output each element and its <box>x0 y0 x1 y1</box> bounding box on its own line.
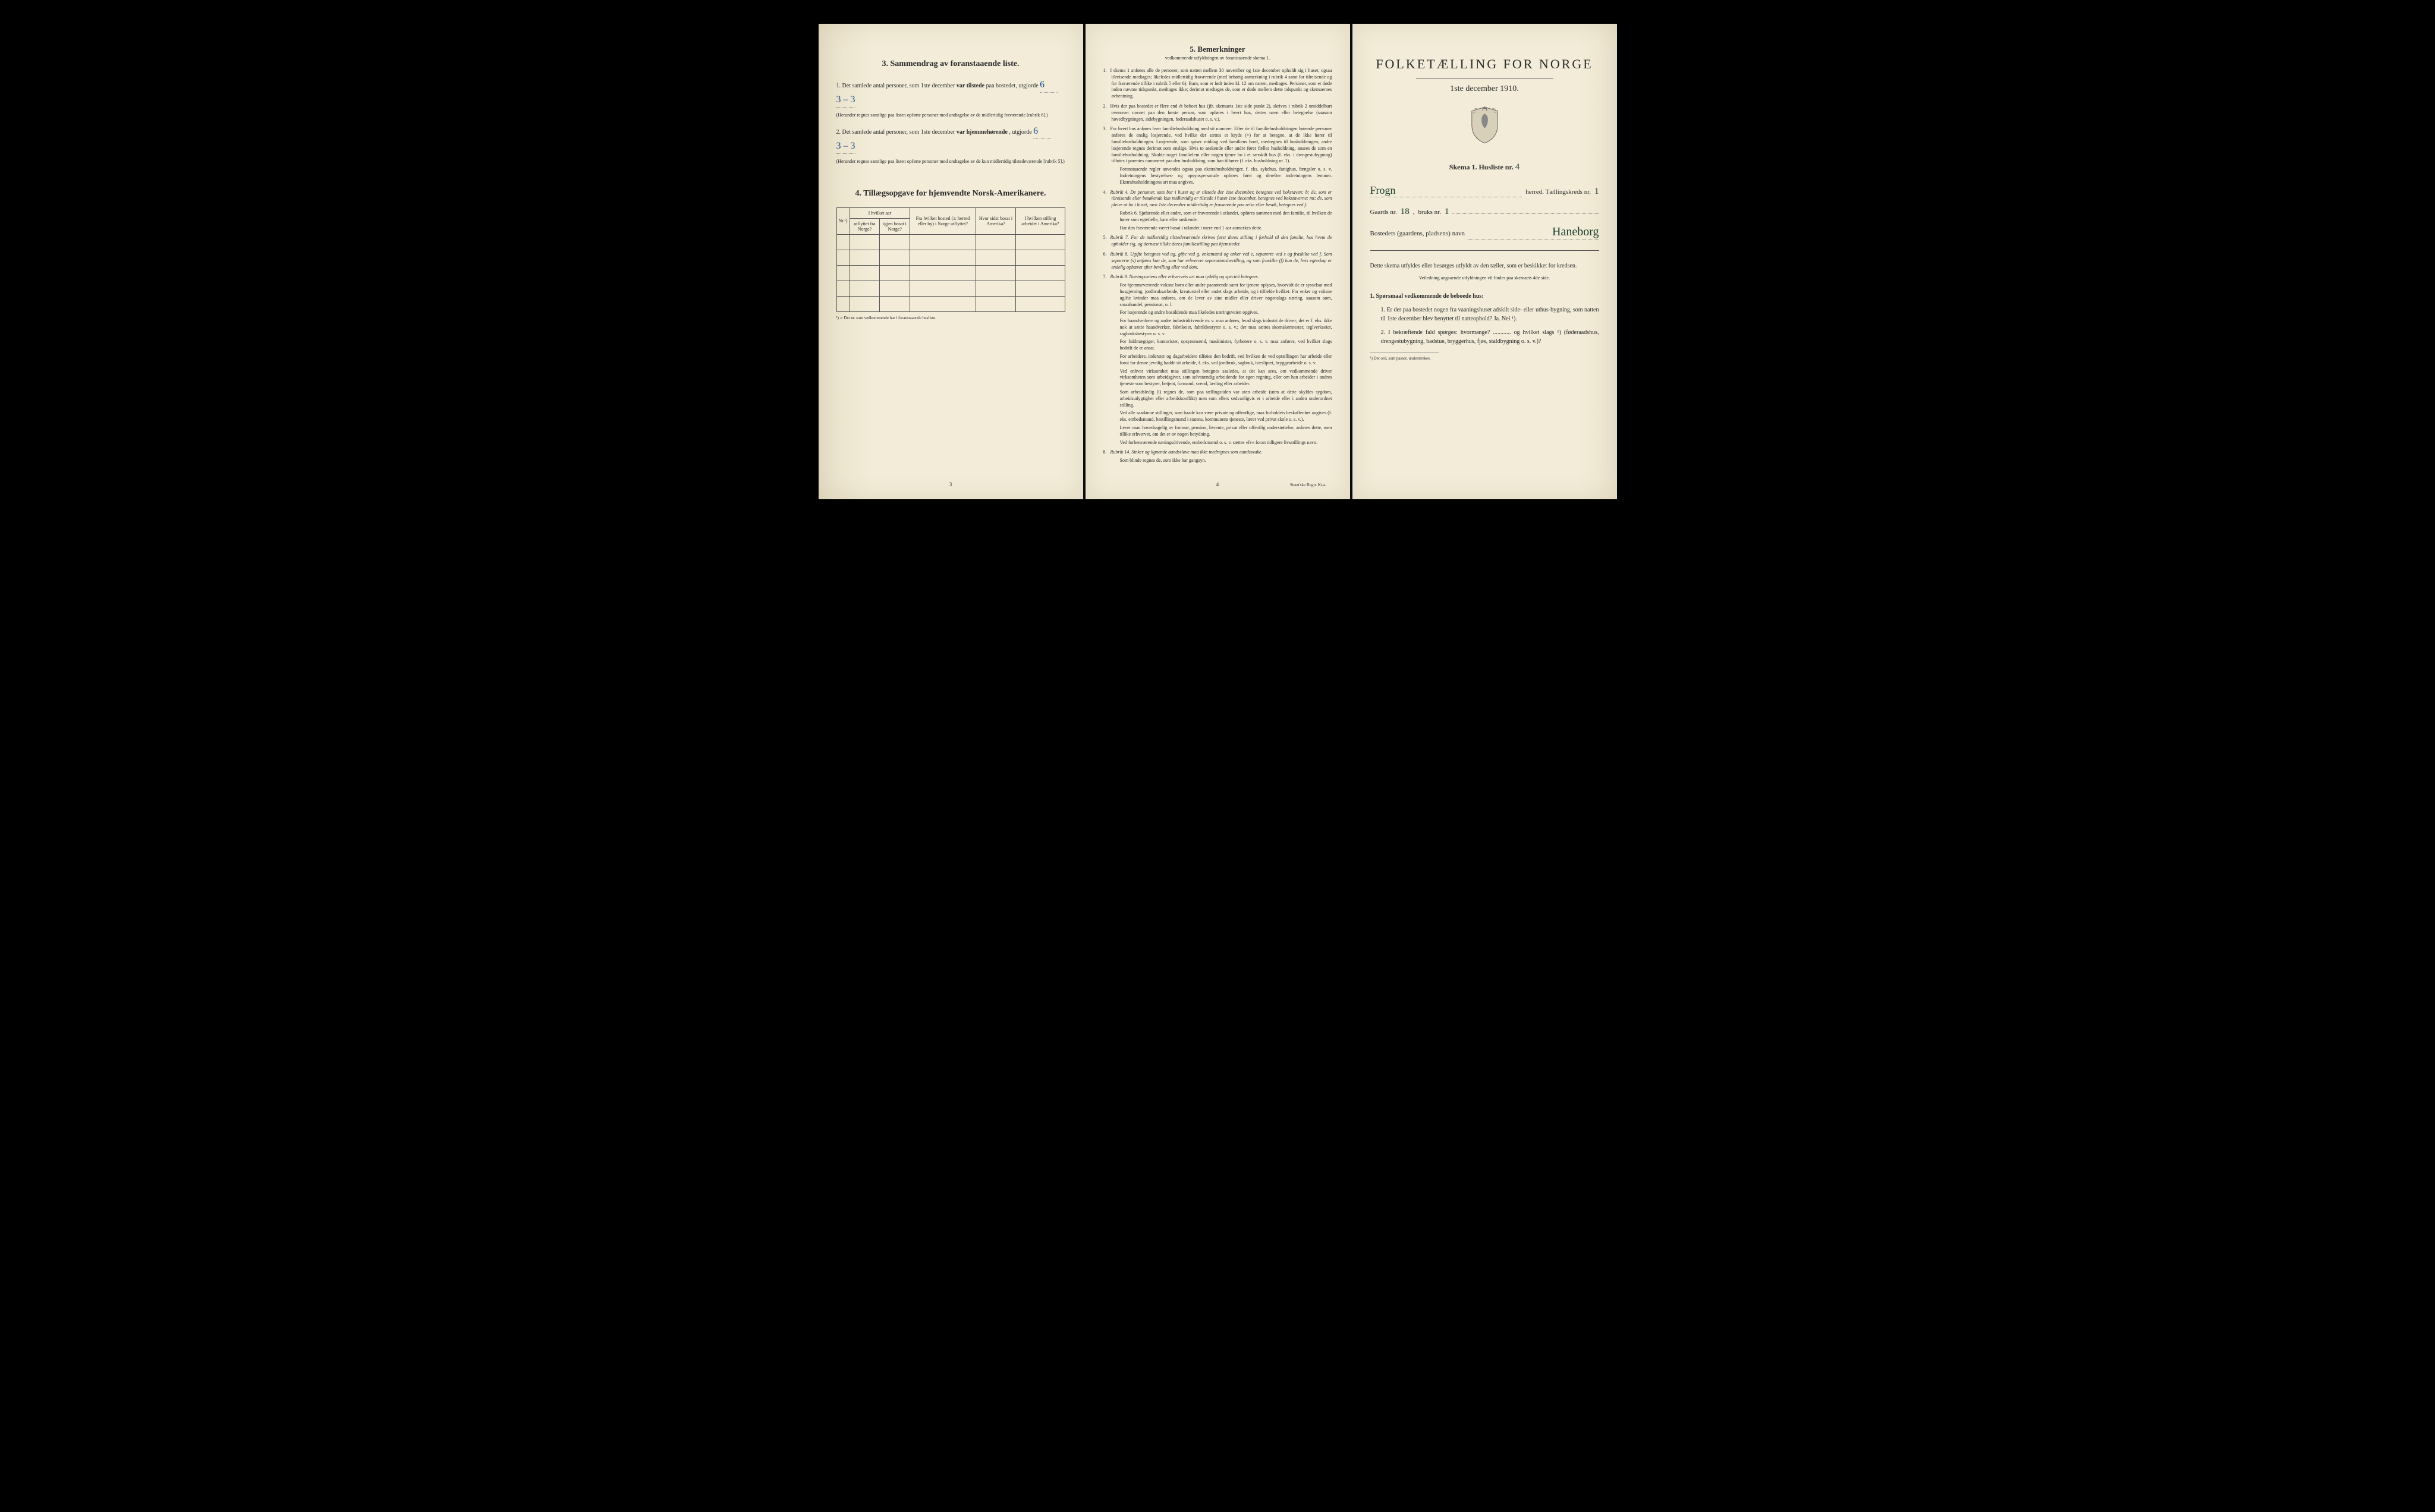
gaards-row: Gaards nr. 18, bruks nr. 1 <box>1370 206 1599 217</box>
tilstede-breakdown: 3 – 3 <box>836 93 855 108</box>
gaards-nr: 18 <box>1401 207 1410 217</box>
remark-8: 8.Rubrik 14. Sinker og lignende aandsslø… <box>1103 449 1332 464</box>
instructions-sub: Veiledning angaaende utfyldningen vil fi… <box>1370 275 1599 281</box>
table-row <box>836 250 1065 265</box>
remark-1: 1.I skema 1 anføres alle de personer, so… <box>1103 68 1332 100</box>
remark-6: 6.Rubrik 8. Ugifte betegnes ved ug, gift… <box>1103 251 1332 270</box>
th-nr: Nr.¹) <box>836 207 850 234</box>
th-aar: I hvilket aar <box>850 207 910 218</box>
footnote: ¹) Det ord, som passer, understrekes. <box>1370 356 1599 361</box>
remarks-subtitle: vedkommende utfyldningen av foranstaaend… <box>1103 55 1332 61</box>
page-number: 3 <box>949 481 952 487</box>
summary-line-2: 2. Det samlede antal personer, som 1ste … <box>836 124 1065 154</box>
remarks-title: 5. Bemerkninger <box>1103 45 1332 54</box>
remarks-list: 1.I skema 1 anføres alle de personer, so… <box>1103 68 1332 464</box>
th-amerika: Hvor sidst bosat i Amerika? <box>976 207 1016 234</box>
remark-2: 2.Hvis der paa bostedet er flere end ét … <box>1103 103 1332 122</box>
th-stilling: I hvilken stilling arbeidet i Amerika? <box>1016 207 1065 234</box>
summary-line-1: 1. Det samlede antal personer, som 1ste … <box>836 78 1065 108</box>
question-2: 2. I bekræftende fald spørges: hvormange… <box>1370 328 1599 346</box>
bosted-row: Bostedets (gaardens, pladsens) navn Hane… <box>1370 225 1599 240</box>
amerikanere-table: Nr.¹) I hvilket aar Fra hvilket bosted (… <box>836 207 1065 312</box>
bosted-name: Haneborg <box>1468 225 1599 240</box>
question-1: 1. Er der paa bostedet nogen fra vaaning… <box>1370 305 1599 323</box>
line2-note: (Herunder regnes samtlige paa listen opf… <box>836 159 1065 165</box>
remark-5: 5.Rubrik 7. For de midlertidig tilstedev… <box>1103 235 1332 248</box>
skema-line: Skema 1. Husliste nr. 4 <box>1370 162 1599 172</box>
remark-4: 4.Rubrik 4. De personer, som bor i huset… <box>1103 190 1332 232</box>
remark-3: 3.For hvert hus anføres hver familiehush… <box>1103 126 1332 185</box>
page-number: 4 <box>1216 481 1219 487</box>
tilstede-count: 6 <box>1040 78 1058 93</box>
coat-of-arms-icon <box>1370 106 1599 147</box>
census-date: 1ste december 1910. <box>1370 84 1599 94</box>
page-3: 3. Sammendrag av foranstaaende liste. 1.… <box>819 24 1083 499</box>
hjemme-breakdown: 3 – 3 <box>836 139 855 154</box>
remark-7: 7.Rubrik 9. Næringsveiens eller erhverve… <box>1103 274 1332 446</box>
herred-row: Frogn herred. Tællingskreds nr. 1 <box>1370 184 1599 197</box>
section-4-title: 4. Tillægsopgave for hjemvendte Norsk-Am… <box>836 189 1065 199</box>
th-bosat: igjen bosat i Norge? <box>880 218 910 234</box>
instructions: Dette skema utfyldes eller besørges utfy… <box>1370 262 1599 270</box>
section-3-title: 3. Sammendrag av foranstaaende liste. <box>836 59 1065 69</box>
questions-title: 1. Spørsmaal vedkommende de beboede hus: <box>1370 293 1484 300</box>
husliste-nr: 4 <box>1515 162 1520 172</box>
page-1-cover: FOLKETÆLLING FOR NORGE 1ste december 191… <box>1352 24 1617 499</box>
hjemme-count: 6 <box>1033 124 1051 139</box>
line1-note: (Herunder regnes samtlige paa listen opf… <box>836 112 1065 118</box>
printer-mark: Steen'ske Bogtr. Kr.a. <box>1290 483 1326 487</box>
census-document: 3. Sammendrag av foranstaaende liste. 1.… <box>819 24 1617 499</box>
table-row <box>836 265 1065 281</box>
kreds-nr: 1 <box>1594 187 1599 197</box>
th-utflyttet: utflyttet fra Norge? <box>850 218 880 234</box>
table-footnote: ¹) ɔ: Det nr. som vedkommende har i fora… <box>836 316 1065 320</box>
th-bosted: Fra hvilket bosted (ɔ: herred eller by) … <box>910 207 976 234</box>
herred-name: Frogn <box>1370 184 1522 197</box>
table-row <box>836 281 1065 296</box>
table-row <box>836 234 1065 250</box>
page-4: 5. Bemerkninger vedkommende utfyldningen… <box>1086 24 1350 499</box>
bruks-nr: 1 <box>1445 207 1449 217</box>
main-title: FOLKETÆLLING FOR NORGE <box>1370 56 1599 72</box>
table-row <box>836 296 1065 311</box>
